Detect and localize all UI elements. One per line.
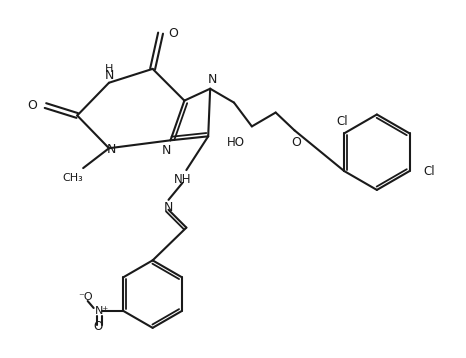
- Text: N: N: [106, 143, 116, 156]
- Text: N: N: [104, 69, 114, 82]
- Text: Cl: Cl: [336, 115, 348, 128]
- Text: N⁺: N⁺: [95, 306, 109, 316]
- Text: N: N: [207, 73, 217, 86]
- Text: H: H: [105, 64, 113, 74]
- Text: HO: HO: [227, 136, 245, 149]
- Text: Cl: Cl: [424, 165, 435, 178]
- Text: O: O: [93, 320, 102, 333]
- Text: CH₃: CH₃: [63, 173, 83, 183]
- Text: N: N: [162, 144, 171, 157]
- Text: O: O: [27, 99, 38, 112]
- Text: N: N: [164, 201, 173, 214]
- Text: ⁻O: ⁻O: [78, 292, 93, 302]
- Text: O: O: [292, 136, 302, 149]
- Text: NH: NH: [174, 174, 191, 187]
- Text: O: O: [169, 26, 178, 40]
